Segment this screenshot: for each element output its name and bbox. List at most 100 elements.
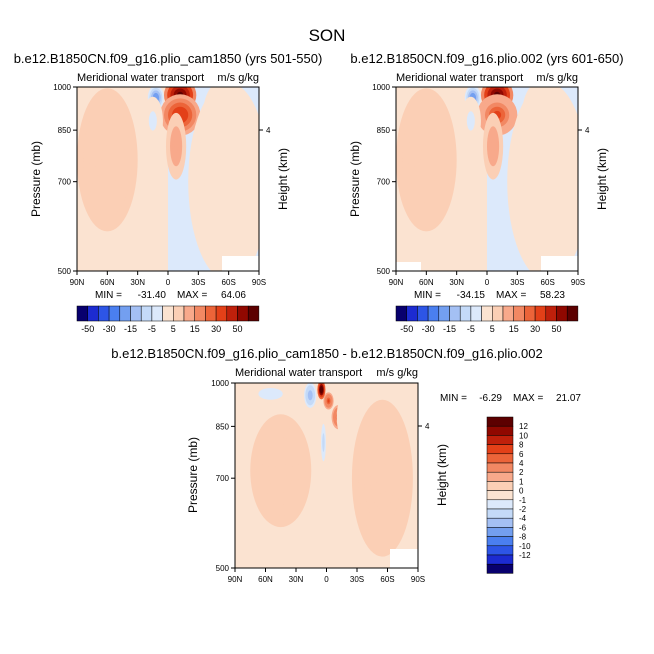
colorbar-swatch	[215, 305, 228, 322]
colorbar-label: 8	[519, 441, 524, 450]
y-tick-label: 500	[216, 564, 230, 573]
panel-2-min-label: MIN =	[414, 290, 441, 301]
contour-blob-5-4	[266, 391, 275, 396]
contour-blob-9-4	[344, 412, 349, 422]
panel-2-subtitle: Meridional water transport	[396, 72, 523, 84]
panel-3-ylabel-right: Height (km)	[435, 444, 449, 506]
colorbar-swatch	[119, 305, 131, 322]
colorbar-label: -4	[519, 514, 527, 523]
x-tick-label: 90N	[70, 278, 85, 287]
y-tick-label: 700	[216, 474, 230, 483]
colorbar-swatch	[486, 435, 514, 445]
colorbar-label: -10	[519, 542, 531, 551]
contour-blob-4-4	[322, 437, 325, 448]
panel-1-max-label: MAX =	[177, 290, 207, 301]
colorbar-label: 50	[232, 324, 242, 334]
x-tick-label: 30S	[350, 575, 364, 584]
contour-blob-7-4	[274, 459, 287, 482]
colorbar-label: 0	[519, 487, 524, 496]
panel-3-terrain-mask	[390, 549, 418, 568]
y-tick-label: 850	[58, 126, 72, 135]
panel-3-fields	[239, 383, 413, 557]
panel-3-max-value: 21.07	[556, 393, 581, 404]
x-tick-label: 0	[166, 278, 171, 287]
panel-2-colorbar: -50 -30 -15 -5 5 15 30 50	[395, 305, 579, 334]
panel-2-ylabel: Pressure (mb)	[348, 141, 362, 217]
panel-3-axes: 90N 60N 30N 0 30S 60S 90S 500 700 850 1000 4	[211, 379, 430, 584]
panel-2-title: b.e12.B1850CN.f09_g16.plio.002 (yrs 601-…	[350, 51, 623, 66]
colorbar-swatch	[130, 305, 142, 322]
panel-3: b.e12.B1850CN.f09_g16.plio_cam1850 - b.e…	[111, 346, 581, 584]
colorbar-label: -8	[519, 533, 527, 542]
colorbar-swatch	[513, 305, 525, 322]
panel-1-colorbar: -50 -30 -15 -5 5 15 30 50	[76, 305, 260, 334]
colorbar-swatch	[486, 471, 514, 482]
colorbar-label: 2	[519, 468, 524, 477]
figure-title: SON	[309, 26, 346, 45]
colorbar-swatch	[481, 305, 493, 322]
panel-3-max-label: MAX =	[513, 393, 543, 404]
colorbar-swatch	[486, 444, 514, 455]
colorbar-swatch	[449, 305, 461, 322]
panel-2-max-label: MAX =	[496, 290, 526, 301]
contour-blob-6-4	[252, 409, 259, 413]
contour-blob-1-4	[327, 399, 330, 403]
x-tick-label: 90S	[571, 278, 585, 287]
panel-2-terrain-mask-south	[541, 256, 578, 271]
panel-1-max-value: 64.06	[221, 290, 246, 301]
panel-1-min-value: -31.40	[138, 290, 167, 301]
colorbar-swatch	[395, 305, 407, 322]
panel-2-ylabel-right: Height (km)	[595, 148, 609, 210]
colorbar-swatch	[486, 462, 514, 473]
colorbar-swatch	[486, 425, 514, 436]
right-tick-label: 4	[266, 126, 271, 135]
y-tick-label: 1000	[53, 83, 71, 92]
contour-blob-8-4	[539, 161, 556, 202]
colorbar-swatch	[427, 305, 440, 322]
x-tick-label: 30N	[130, 278, 145, 287]
colorbar-swatch	[173, 305, 185, 322]
panel-3-min-label: MIN =	[440, 393, 467, 404]
x-tick-label: 60S	[541, 278, 555, 287]
colorbar-swatch	[486, 490, 514, 501]
colorbar-swatch	[417, 305, 429, 322]
colorbar-swatch	[247, 305, 260, 322]
panel-1-ylabel-right: Height (km)	[276, 148, 290, 210]
colorbar-label: -12	[519, 551, 531, 560]
panel-3-subtitle: Meridional water transport	[235, 367, 362, 379]
panel-3-ylabel: Pressure (mb)	[186, 437, 200, 513]
x-tick-label: 60N	[258, 575, 273, 584]
panel-1-units: m/s g/kg	[217, 72, 259, 84]
x-tick-label: 90S	[411, 575, 425, 584]
colorbar-swatch	[486, 536, 514, 547]
x-tick-label: 90N	[228, 575, 243, 584]
colorbar-swatch	[205, 305, 217, 322]
colorbar-swatch	[226, 305, 238, 322]
colorbar-label: 50	[551, 324, 561, 334]
contour-blob-8-4	[220, 161, 237, 202]
x-tick-label: 60S	[222, 278, 236, 287]
colorbar-swatch	[502, 305, 514, 322]
colorbar-swatch	[237, 305, 249, 322]
colorbar-swatch	[534, 305, 547, 322]
colorbar-label: 10	[519, 431, 528, 440]
contour-blob-7-4	[420, 145, 433, 175]
x-tick-label: 60N	[419, 278, 434, 287]
colorbar-swatch	[98, 305, 110, 322]
colorbar-swatch	[545, 305, 557, 322]
colorbar-swatch	[406, 305, 418, 322]
colorbar-swatch	[556, 305, 568, 322]
colorbar-label: -5	[148, 324, 156, 334]
colorbar-label: -30	[422, 324, 435, 334]
colorbar-label: 4	[519, 459, 524, 468]
right-tick-label: 4	[585, 126, 590, 135]
panel-1-ylabel: Pressure (mb)	[29, 141, 43, 217]
colorbar-swatch	[459, 305, 472, 322]
y-tick-label: 850	[216, 422, 230, 431]
colorbar-label: -15	[124, 324, 137, 334]
panel-2-terrain-mask-north	[396, 262, 421, 271]
panel-3-title: b.e12.B1850CN.f09_g16.plio_cam1850 - b.e…	[111, 346, 543, 361]
panel-1: b.e12.B1850CN.f09_g16.plio_cam1850 (yrs …	[14, 51, 323, 334]
x-tick-label: 60N	[100, 278, 115, 287]
